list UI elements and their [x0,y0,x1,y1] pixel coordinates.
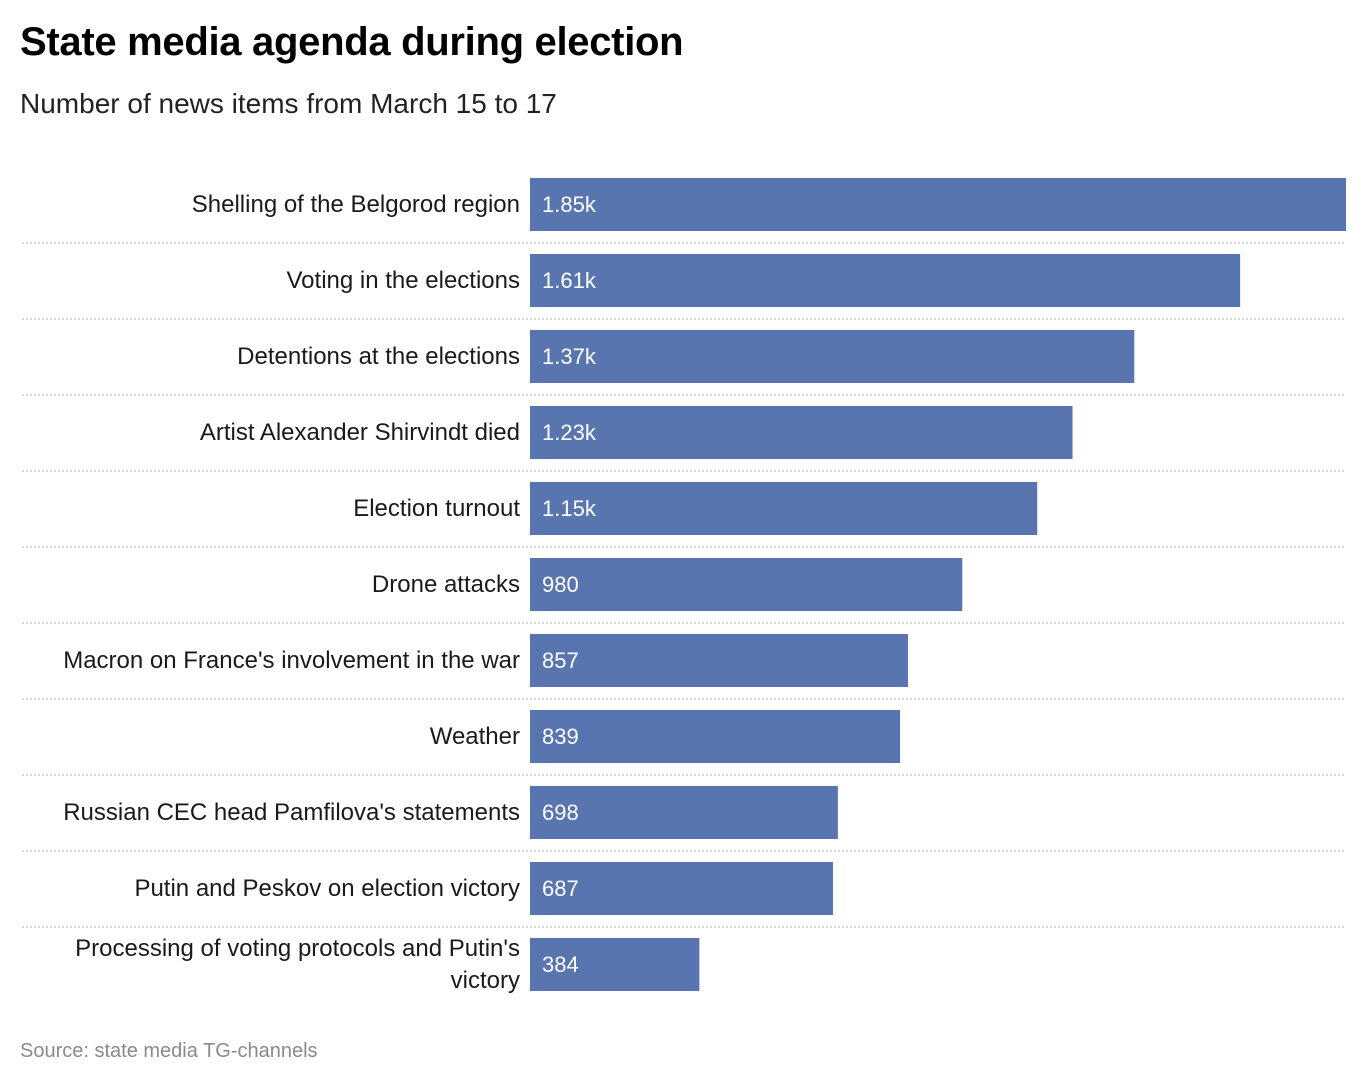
category-label: Election turnout [353,495,520,522]
bar-value-label: 384 [542,952,579,977]
bar [530,178,1346,231]
category-label: Macron on France's involvement in the wa… [63,647,520,674]
bar [530,482,1038,535]
category-label: Weather [430,723,520,750]
bar-value-label: 1.23k [542,420,597,445]
source-note: Source: state media TG-channels [20,1040,318,1062]
category-label: Voting in the elections [287,267,521,294]
category-label: Artist Alexander Shirvindt died [200,419,520,446]
bar [530,862,834,915]
category-label: Detentions at the elections [237,343,520,370]
category-label: Putin and Peskov on election victory [134,875,520,902]
bar-value-label: 857 [542,648,579,673]
bar-value-label: 1.37k [542,344,597,369]
category-label: Processing of voting protocols and Putin… [75,935,520,994]
bar-value-label: 839 [542,724,579,749]
chart-subtitle: Number of news items from March 15 to 17 [20,88,557,119]
bar [530,634,909,687]
category-label: Russian CEC head Pamfilova's statements [63,799,520,826]
bar [530,710,901,763]
category-label: Drone attacks [372,571,520,598]
bar [530,330,1135,383]
bar-value-label: 1.85k [542,192,597,217]
bar [530,786,838,839]
bar [530,406,1073,459]
bar-value-label: 980 [542,572,579,597]
bar [530,254,1241,307]
bar [530,558,963,611]
bar-value-label: 687 [542,876,579,901]
bar [530,938,700,991]
category-label: Shelling of the Belgorod region [192,191,520,218]
bar-value-label: 1.15k [542,496,597,521]
chart-title: State media agenda during election [20,20,684,64]
bar-value-label: 1.61k [542,268,597,293]
bar-value-label: 698 [542,800,579,825]
